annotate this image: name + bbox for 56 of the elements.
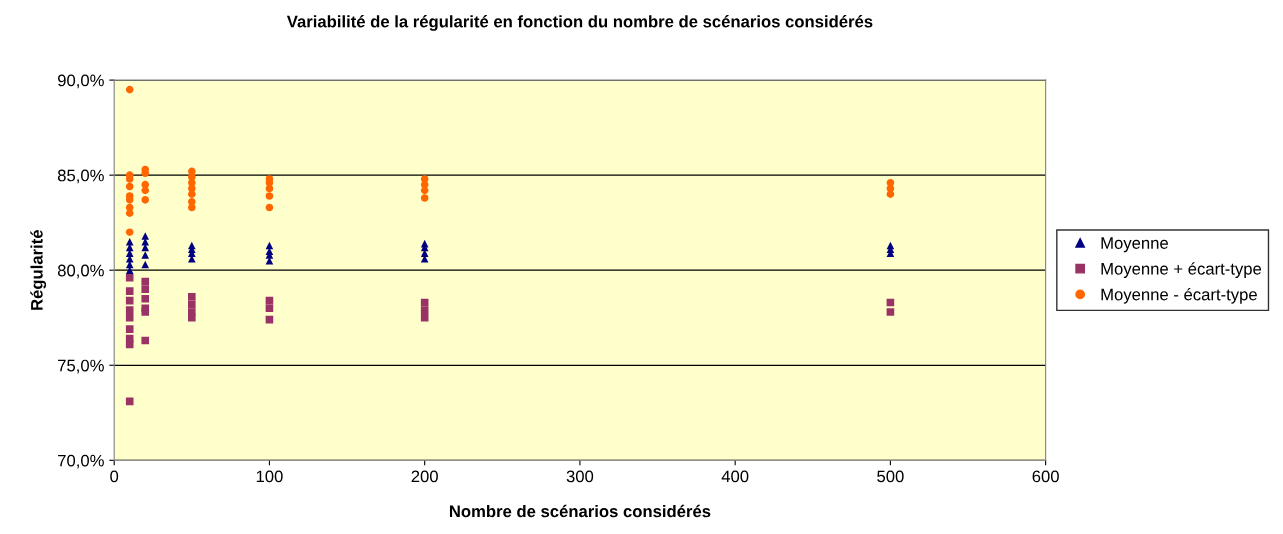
point (125, 182, 134, 191)
point (188, 300, 196, 309)
point (125, 340, 134, 349)
point (141, 294, 150, 303)
y-tick-label: 70,0% (58, 454, 104, 469)
point (125, 196, 134, 204)
point (125, 85, 134, 94)
point (125, 287, 134, 295)
x-tick-label: 500 (877, 470, 904, 483)
x-tick-label: 600 (1032, 470, 1059, 483)
x-tick-label: 0 (110, 470, 119, 483)
x-axis-title: Nombre de scénarios considérés (449, 504, 711, 518)
point (188, 313, 196, 322)
point (420, 313, 429, 322)
y-tick-label: 80,0% (57, 264, 104, 279)
point (188, 203, 196, 212)
y-tick-label: 75,0% (58, 359, 104, 374)
point (125, 274, 134, 282)
point (265, 184, 274, 193)
point (886, 308, 895, 316)
x-tick-label: 100 (256, 470, 283, 483)
point (141, 277, 150, 286)
point (125, 175, 134, 183)
legend-label: Moyenne - écart-type (1101, 287, 1257, 304)
point (420, 194, 429, 202)
point (125, 397, 134, 406)
point (265, 192, 274, 200)
point (141, 336, 150, 345)
y-tick-label: 90,0% (57, 74, 104, 89)
point (125, 306, 134, 314)
y-tick-label: 85,0% (57, 169, 104, 184)
legend-label: Moyenne (1101, 237, 1168, 253)
point (141, 186, 150, 195)
point (420, 306, 429, 314)
y-axis-title: Régularité (30, 230, 47, 310)
point (125, 325, 134, 333)
point (141, 308, 150, 316)
point (420, 186, 429, 195)
point (141, 260, 150, 269)
point (188, 190, 196, 198)
point (141, 196, 150, 204)
x-tick-label: 200 (411, 470, 438, 483)
legend-label: Moyenne + écart-type (1101, 262, 1262, 278)
point (125, 228, 134, 236)
chart-title: Variabilité de la régularité en fonction du nombre de scénarios considérés (286, 15, 873, 31)
point (141, 285, 150, 294)
x-tick-label: 300 (566, 470, 594, 483)
point (141, 251, 150, 259)
x-tick-label: 400 (721, 470, 749, 483)
point (265, 203, 274, 212)
point (125, 313, 134, 322)
point (265, 304, 274, 313)
point (125, 296, 134, 305)
point (886, 190, 895, 198)
point (125, 209, 134, 217)
point (188, 293, 196, 301)
